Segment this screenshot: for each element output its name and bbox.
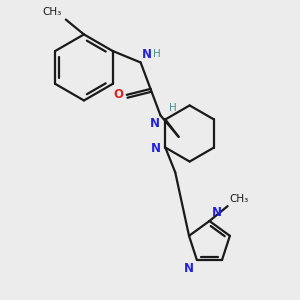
Text: N: N (150, 117, 160, 130)
Text: N: N (151, 142, 161, 155)
Text: CH₃: CH₃ (43, 7, 62, 17)
Text: O: O (113, 88, 123, 101)
Text: H: H (169, 103, 176, 113)
Text: CH₃: CH₃ (229, 194, 248, 205)
Text: N: N (184, 262, 194, 275)
Text: N: N (212, 206, 222, 219)
Text: H: H (153, 49, 161, 59)
Text: N: N (142, 48, 152, 61)
